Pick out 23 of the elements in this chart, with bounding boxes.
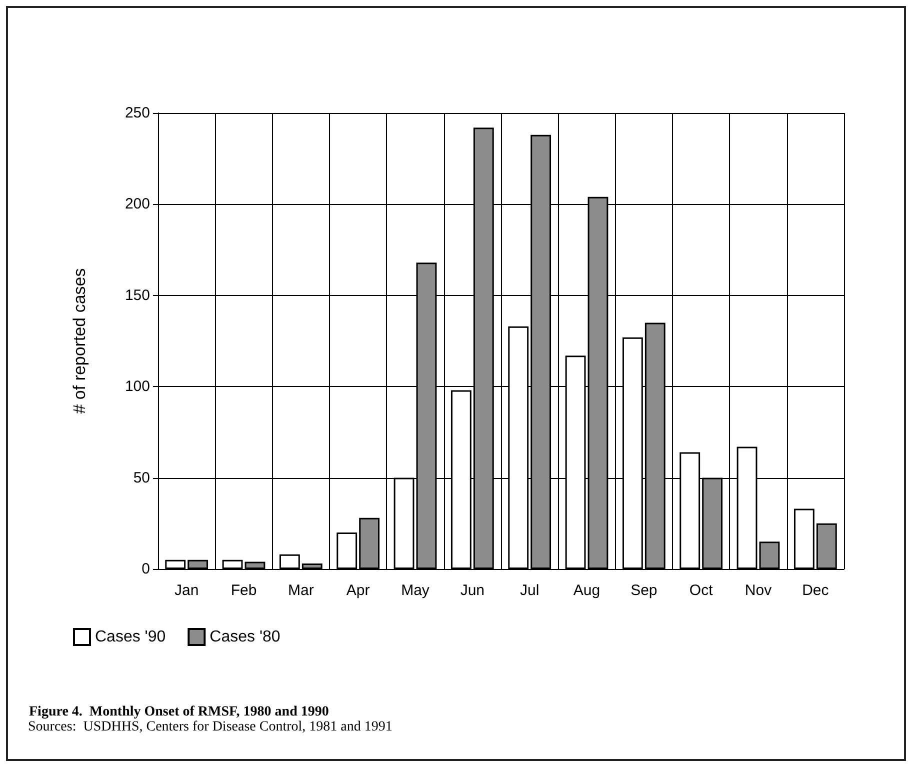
y-axis-title: # of reported cases	[70, 268, 89, 414]
source-note: Sources: USDHHS, Centers for Disease Control, 1981 and 1991	[28, 720, 392, 734]
x-tick-label: Oct	[689, 582, 714, 599]
x-tick-label: Sep	[630, 582, 658, 599]
x-tick-label: Mar	[288, 582, 314, 599]
y-tick-label: 250	[124, 104, 150, 122]
legend-label: Cases '80	[210, 628, 280, 646]
text: Figure 4. Monthly Onset of RMSF, 1980 and 1990	[29, 704, 329, 720]
y-tick-label: 200	[124, 196, 150, 213]
x-tick-label: Apr	[346, 582, 370, 599]
legend-label: Cases '90	[95, 628, 166, 646]
x-tick-label: Aug	[573, 582, 600, 599]
x-tick-label: Feb	[230, 582, 257, 599]
x-tick-label: Jan	[174, 582, 199, 599]
x-tick-label: Jun	[460, 582, 485, 599]
y-tick-label: 100	[124, 378, 150, 396]
x-tick-label: Nov	[744, 582, 772, 599]
y-tick-label: 0	[142, 560, 150, 578]
x-tick-label: Jul	[520, 582, 540, 599]
x-tick-label: Dec	[802, 582, 830, 599]
y-tick-label: 150	[124, 286, 150, 304]
y-tick-label: 50	[133, 469, 150, 486]
x-tick-label: May	[401, 582, 430, 599]
